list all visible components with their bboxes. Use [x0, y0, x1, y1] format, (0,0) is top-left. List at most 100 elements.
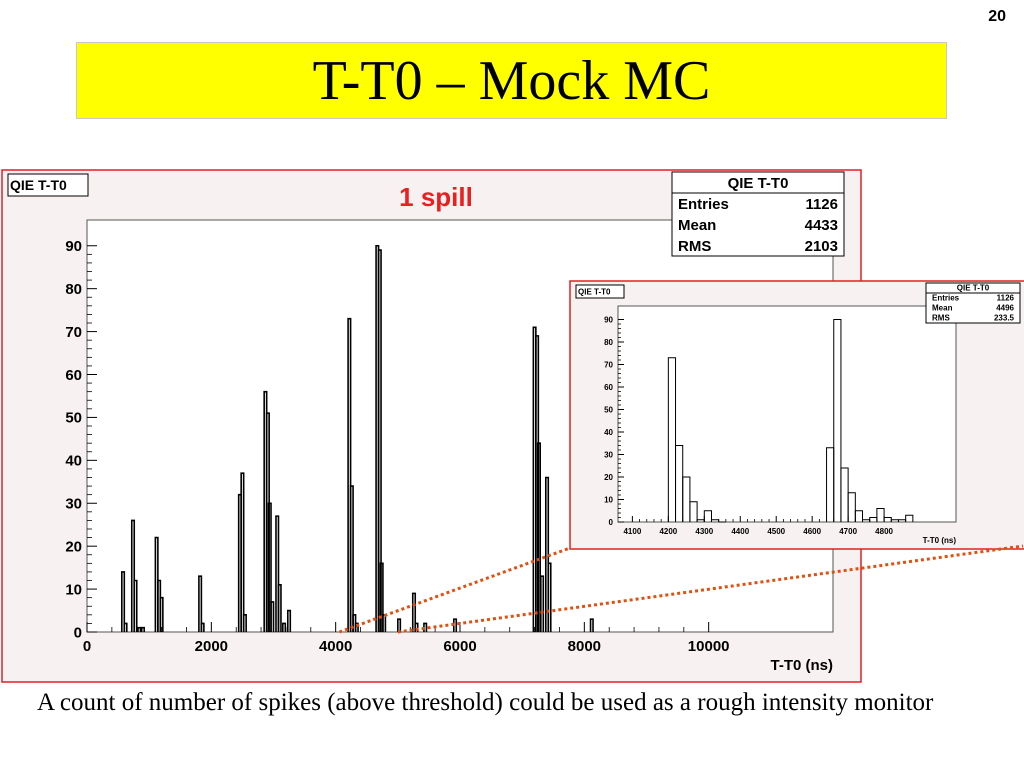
main-ytick-label: 20	[65, 538, 82, 555]
inset-name-label: QIE T-T0	[578, 287, 611, 296]
inset-stats-label: Mean	[932, 304, 953, 313]
main-stats-label: Mean	[678, 217, 716, 234]
slide-caption: A count of number of spikes (above thres…	[37, 689, 934, 716]
main-histogram-bin	[159, 596, 164, 632]
main-stats-label: Entries	[678, 196, 729, 213]
main-stats-value: 4433	[805, 217, 838, 234]
main-ytick-label: 70	[65, 324, 82, 341]
inset-xtick-label: 4400	[731, 527, 749, 536]
main-xtick-label: 8000	[568, 638, 601, 655]
main-ytick-label: 40	[65, 453, 82, 470]
inset-xtick-label: 4300	[695, 527, 713, 536]
main-histogram-bin	[354, 622, 359, 632]
inset-stats-label: RMS	[932, 314, 950, 323]
main-histogram-bin	[377, 249, 382, 632]
main-histogram-bin	[286, 609, 292, 632]
main-name-label: QIE T-T0	[10, 177, 67, 193]
main-histogram-bin	[379, 562, 384, 632]
main-histogram-bin	[240, 472, 245, 632]
main-stats-value: 1126	[805, 196, 838, 213]
main-histogram-bin	[275, 515, 280, 632]
main-histogram-bin	[121, 571, 126, 632]
main-histogram-bin	[198, 575, 203, 632]
inset-histogram-bin	[847, 492, 856, 522]
main-ytick-label: 80	[65, 281, 82, 298]
main-stats-title: QIE T-T0	[728, 175, 789, 192]
inset-stats-title: QIE T-T0	[957, 284, 990, 293]
main-histogram-bin	[397, 618, 402, 632]
main-histogram-bin	[267, 502, 272, 632]
inset-chart: 0 10 20 30 40 50 60 70 80 90 4100 4200 4300 4400 4500 4…	[569, 280, 1024, 550]
slide-number: 20	[988, 8, 1006, 25]
main-histogram-bin	[200, 622, 205, 632]
inset-xtick-label: 4100	[623, 527, 641, 536]
main-name-box	[7, 173, 89, 197]
inset-ytick-label: 10	[604, 495, 613, 504]
main-histogram-bin	[411, 592, 417, 632]
main-stats-box	[671, 171, 845, 257]
inset-ytick-label: 20	[604, 473, 613, 482]
inset-histogram-bin	[682, 476, 691, 522]
main-xtick-label: 6000	[443, 638, 476, 655]
inset-ytick-label: 90	[604, 315, 613, 324]
main-histogram-bin	[547, 562, 552, 632]
main-histogram-bin	[382, 614, 387, 632]
inset-histogram-bin	[689, 501, 698, 522]
inset-stats-value: 233.5	[994, 314, 1015, 323]
inset-histogram-bin	[833, 319, 842, 522]
inset-xtick-label: 4800	[875, 527, 893, 536]
main-ytick-label: 60	[65, 367, 82, 384]
main-histogram-bin	[282, 622, 287, 632]
inset-xtick-label: 4700	[839, 527, 857, 536]
inset-ytick-label: 50	[604, 405, 613, 414]
inset-stats-value: 1126	[997, 294, 1015, 303]
inset-histogram-bin	[905, 514, 914, 522]
main-histogram-bin	[137, 626, 142, 632]
inset-histogram-bin	[710, 519, 720, 522]
main-xtick-label: 4000	[319, 638, 352, 655]
main-histogram-bin	[140, 626, 145, 632]
inset-name-box	[575, 284, 625, 299]
inset-histogram-bin	[703, 510, 712, 522]
main-histogram-bin	[277, 583, 282, 632]
inset-ytick-label: 80	[604, 338, 613, 347]
inset-histogram-bin	[667, 357, 677, 522]
main-ytick-label: 50	[65, 410, 82, 427]
inset-x-axis-label: T-T0 (ns)	[923, 536, 957, 545]
inset-ytick-label: 60	[604, 383, 613, 392]
inset-ytick-label: 0	[609, 518, 614, 527]
inset-histogram-bin	[876, 508, 885, 522]
main-histogram-bin	[414, 622, 419, 632]
inset-xtick-label: 4600	[803, 527, 821, 536]
inset-plot-area	[617, 305, 957, 523]
main-histogram-bin	[347, 317, 352, 632]
inset-stats-value: 4496	[996, 304, 1014, 313]
main-x-axis-label: T-T0 (ns)	[771, 657, 834, 674]
main-histogram-bin	[540, 575, 545, 632]
inset-histogram-bin	[854, 510, 864, 522]
main-ytick-label: 10	[65, 581, 82, 598]
inset-xtick-label: 4200	[659, 527, 677, 536]
inset-ytick-label: 40	[604, 428, 613, 437]
inset-ytick-label: 30	[604, 450, 613, 459]
main-ytick-label: 30	[65, 496, 82, 513]
main-histogram-bin	[349, 485, 354, 632]
main-ytick-label: 0	[74, 624, 82, 641]
main-stats-value: 2103	[805, 238, 838, 255]
slide-title: T-T0 – Mock MC	[312, 49, 711, 112]
main-xtick-label: 2000	[195, 638, 228, 655]
inset-ytick-label: 70	[604, 360, 613, 369]
main-histogram-bin	[133, 579, 138, 632]
main-annotation-label: 1 spill	[399, 182, 473, 212]
main-histogram-bin	[536, 442, 541, 632]
main-histogram-bin	[589, 618, 594, 632]
main-xtick-label: 10000	[688, 638, 730, 655]
inset-stats-label: Entries	[932, 294, 960, 303]
title-box: T-T0 – Mock MC	[76, 42, 947, 119]
zoom-connector-line	[338, 546, 571, 634]
inset-xtick-label: 4500	[767, 527, 785, 536]
main-ytick-label: 90	[65, 238, 82, 255]
main-stats-label: RMS	[678, 238, 711, 255]
main-histogram-bin	[130, 519, 136, 632]
